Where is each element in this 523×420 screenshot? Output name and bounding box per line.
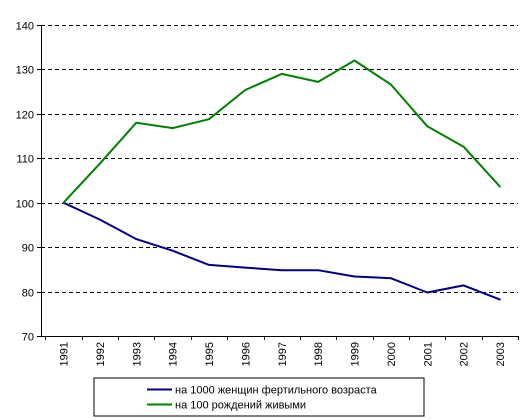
x-tick-label: 1999	[350, 342, 362, 366]
data-point-series-2	[99, 162, 101, 165]
x-tick-label: 2001	[422, 342, 434, 366]
legend: на 1000 женщин фертильного возраста на 1…	[93, 377, 425, 417]
data-point-series-2	[208, 118, 210, 120]
x-tick-label: 1993	[131, 342, 143, 366]
data-point-series-2	[281, 73, 283, 75]
x-tick-label: 1998	[313, 342, 325, 366]
x-tick-label: 1991	[59, 342, 71, 366]
series-lines	[62, 59, 501, 301]
data-point-series-2	[171, 127, 174, 129]
data-point-series-1	[99, 218, 101, 221]
data-point-series-1	[281, 269, 283, 272]
data-point-series-2	[390, 83, 392, 86]
data-point-series-1	[208, 264, 210, 266]
data-point-series-1	[317, 269, 319, 272]
data-point-series-2	[353, 59, 356, 62]
legend-box	[93, 377, 425, 417]
y-tick-label: 130	[16, 65, 34, 77]
x-tick-label: 1995	[204, 342, 216, 366]
series-line-2	[62, 59, 501, 204]
x-tick-label: 1996	[240, 342, 252, 366]
x-axis-ticks: 1991 1992 1993 1994 1995 1996 1997 1998 1999 2000…	[45, 336, 519, 366]
data-point-series-1	[171, 249, 174, 252]
y-axis-ticks: 70 80 90 100 110 120 130 140	[16, 21, 41, 344]
x-tick-label: 1994	[168, 342, 180, 366]
legend-label-series-1: на 1000 женщин фертильного возраста	[175, 385, 378, 397]
x-tick-label: 1997	[277, 342, 289, 366]
data-point-series-1	[426, 291, 429, 294]
y-tick-label: 110	[16, 154, 34, 166]
data-point-series-2	[135, 121, 138, 124]
data-point-series-1	[390, 277, 392, 280]
x-tick-label: 1992	[95, 342, 107, 366]
data-point-series-2	[426, 125, 429, 128]
y-tick-label: 120	[16, 110, 34, 122]
data-point-series-2	[317, 81, 319, 83]
x-tick-label: 2000	[386, 342, 398, 366]
gridlines	[41, 25, 518, 293]
series-line-1	[63, 201, 501, 301]
y-tick-label: 90	[22, 243, 34, 255]
x-tick-label: 2002	[459, 342, 471, 366]
x-tick-label: 2003	[495, 342, 507, 366]
data-point-series-2	[499, 185, 501, 188]
data-point-series-1	[244, 266, 247, 269]
data-point-series-1	[353, 275, 356, 278]
legend-label-series-2: на 100 рождений живыми	[175, 400, 306, 412]
data-point-series-1	[499, 298, 501, 301]
data-point-series-2	[462, 145, 465, 148]
y-tick-label: 140	[16, 21, 34, 33]
data-point-series-2	[244, 89, 247, 91]
data-point-series-1	[135, 238, 138, 240]
data-point-series-1	[462, 284, 465, 287]
y-tick-label: 100	[16, 199, 34, 211]
axes	[41, 25, 518, 337]
y-tick-label: 70	[22, 332, 34, 344]
data-point-series-2	[62, 201, 65, 204]
y-tick-label: 80	[22, 288, 34, 300]
